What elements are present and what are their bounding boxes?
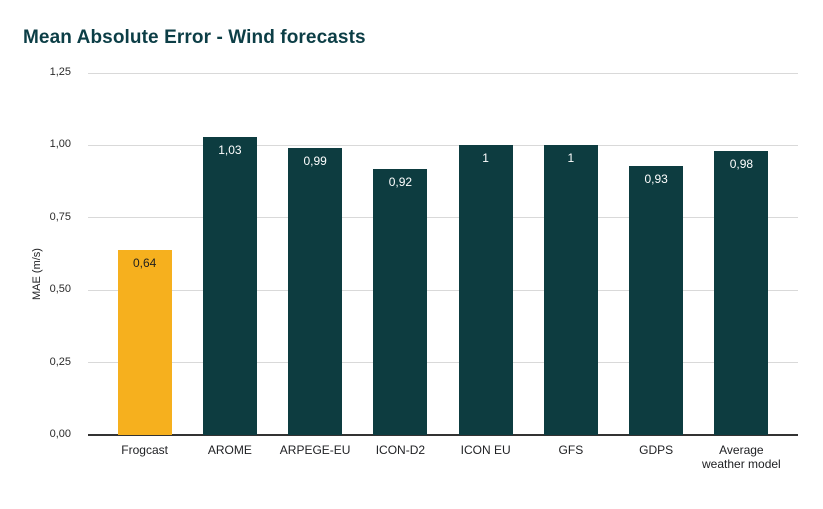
bar-value-label: 0,92 [388,174,413,189]
bar-value-label: 1 [567,151,575,166]
bar-value-label: 0,93 [644,171,668,186]
ytick-label: 0,75 [49,211,71,223]
chart-title: Mean Absolute Error - Wind forecasts [23,27,366,48]
x-axis-labels: Frogcast AROME ARPEGE-EU ICON-D2 ICON EU GFS G… [102,443,784,471]
bar-frogcast[interactable]: 0,64 [117,249,172,435]
xtick-label-average-weather-model: Average weather model [702,443,781,471]
x-axis-baseline [88,434,798,436]
bar-cell: 1 [528,73,613,435]
bar-gdps[interactable]: 0,93 [629,165,684,435]
bar-cell: 0,93 [614,73,699,435]
bar-cell: 0,64 [102,73,187,435]
xtick-label-arpege-eu: ARPEGE-EU [279,443,351,457]
xtick-label-gdps: GDPS [639,443,674,457]
ytick-label: 0,50 [49,283,71,295]
bar-value-label: 0,99 [303,154,327,169]
gridline [88,217,798,218]
bar-cell: 0,99 [273,73,358,435]
bars-row: 0,64 1,03 0,99 0,92 1 1 0,93 0,98 [102,73,784,435]
y-axis-title: MAE (m/s) [31,248,43,300]
gridline [88,73,798,74]
xtick-label-arome: AROME [207,443,252,457]
bar-arpege-eu[interactable]: 0,99 [288,148,343,435]
bar-cell: 1 [443,73,528,435]
xtick-label-icon-eu: ICON EU [460,443,511,457]
bar-value-label: 1,03 [218,142,242,157]
bar-arome[interactable]: 1,03 [202,136,257,435]
gridline [88,145,798,146]
ytick-label: 0,00 [49,428,71,440]
gridline [88,290,798,291]
bar-cell: 1,03 [187,73,272,435]
bar-cell: 0,92 [358,73,443,435]
ytick-label: 1,25 [49,66,71,78]
bar-gfs[interactable]: 1 [543,145,598,435]
gridline [88,362,798,363]
xtick-label-icon-d2: ICON-D2 [375,443,426,457]
ytick-label: 0,25 [49,356,71,368]
plot-area: 0,64 1,03 0,99 0,92 1 1 0,93 0,98 [88,73,798,436]
bar-value-label: 0,64 [132,255,157,270]
bar-value-label: 0,98 [729,157,754,172]
bar-icon-eu[interactable]: 1 [458,145,513,435]
ytick-label: 1,00 [49,138,71,150]
bar-cell: 0,98 [699,73,784,435]
bar-icon-d2[interactable]: 0,92 [373,168,428,435]
xtick-label-frogcast: Frogcast [121,443,168,457]
xtick-label-gfs: GFS [558,443,584,457]
bar-average-weather-model[interactable]: 0,98 [714,151,769,435]
bar-value-label: 1 [482,151,489,166]
